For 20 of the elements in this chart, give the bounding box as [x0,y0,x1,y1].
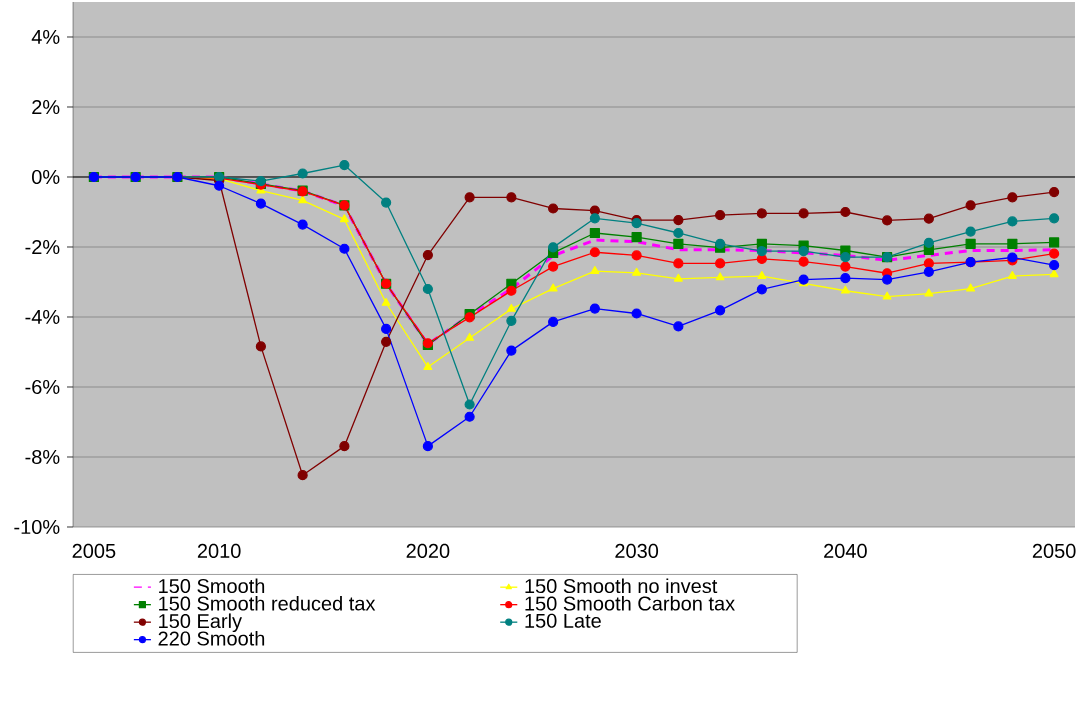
y-tick-label: -8% [25,449,60,465]
y-tick-label: -4% [25,309,60,324]
legend-label: 150 Late [525,613,601,628]
y-tick-label: -2% [25,239,60,255]
y-tick-label: -6% [25,379,60,395]
y-tick-label: 4% [31,30,60,44]
x-tick-label: 2050 [1032,543,1076,559]
legend-label: 150 Smooth no invest [525,578,718,594]
legend-label: 150 Smooth Carbon tax [525,595,735,611]
y-tick-label: 0% [32,169,60,185]
x-tick-label: 2030 [615,543,659,559]
legend-label: 150 Smooth reduced tax [159,595,376,611]
x-tick-label: 2020 [406,543,450,559]
x-tick-label: 2005 [72,543,116,559]
y-tick-label: 2% [32,99,60,115]
y-tick-label: -10% [14,519,60,535]
legend-label: 220 Smooth [158,630,265,646]
x-tick-label: 2040 [824,543,867,559]
x-tick-label: 2010 [197,543,241,559]
legend-label: 150 Smooth [159,578,265,594]
